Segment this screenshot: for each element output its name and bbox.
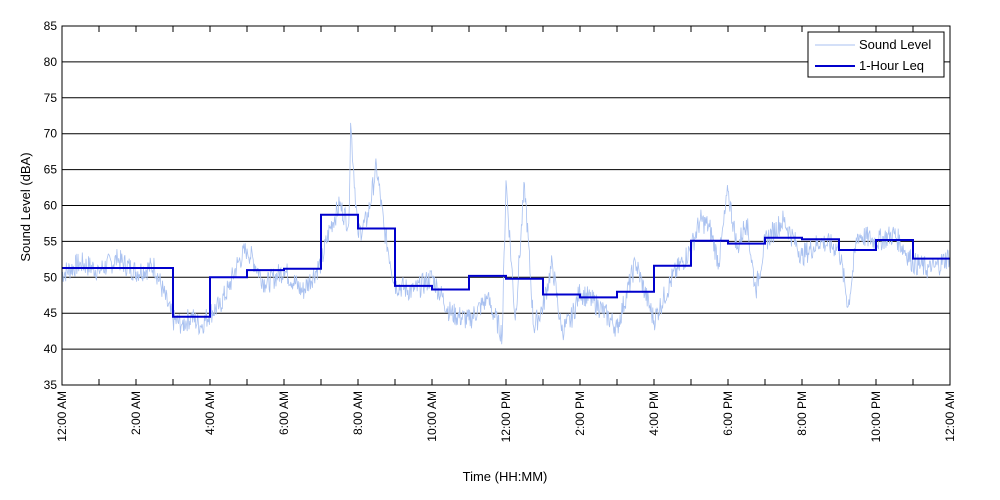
- y-tick-label: 75: [44, 91, 58, 105]
- y-tick-label: 50: [44, 270, 58, 284]
- legend-label-sound-level: Sound Level: [859, 37, 931, 52]
- x-tick-label: 4:00 PM: [647, 391, 661, 436]
- x-tick-label: 2:00 AM: [129, 391, 143, 435]
- x-tick-label: 10:00 AM: [425, 391, 439, 442]
- x-tick-label: 10:00 PM: [869, 391, 883, 442]
- legend-label-leq: 1-Hour Leq: [859, 58, 924, 73]
- x-tick-label: 12:00 AM: [943, 391, 957, 442]
- x-tick-label: 6:00 PM: [721, 391, 735, 436]
- x-tick-label: 8:00 PM: [795, 391, 809, 436]
- x-tick-label: 8:00 AM: [351, 391, 365, 435]
- x-tick-labels: 12:00 AM 2:00 AM 4:00 AM 6:00 AM 8:00 AM 10:0…: [55, 391, 957, 442]
- y-tick-label: 70: [44, 127, 58, 141]
- x-tick-label: 12:00 AM: [55, 391, 69, 442]
- y-tick-label: 85: [44, 19, 58, 33]
- x-tick-label: 12:00 PM: [499, 391, 513, 442]
- x-axis-label: Time (HH:MM): [463, 469, 548, 484]
- y-tick-label: 45: [44, 306, 58, 320]
- y-tick-label: 55: [44, 234, 58, 248]
- legend-box: [807, 31, 945, 78]
- y-tick-label: 40: [44, 342, 58, 356]
- series-1-hour-leq: [62, 213, 950, 318]
- y-tick-label: 60: [44, 199, 58, 213]
- plot-series: [61, 122, 951, 345]
- y-axis-label: Sound Level (dBA): [18, 152, 33, 261]
- x-tick-label: 2:00 PM: [573, 391, 587, 436]
- x-tick-label: 4:00 AM: [203, 391, 217, 435]
- y-tick-label: 65: [44, 163, 58, 177]
- axis-ticks: [61, 26, 951, 385]
- x-tick-label: 6:00 AM: [277, 391, 291, 435]
- legend: Sound Level 1-Hour Leq: [807, 31, 945, 78]
- y-tick-label: 80: [44, 55, 58, 69]
- y-tick-label: 35: [44, 378, 58, 392]
- y-tick-labels: 35 40 45 50 55 60 65 70 75 80 85: [44, 19, 58, 392]
